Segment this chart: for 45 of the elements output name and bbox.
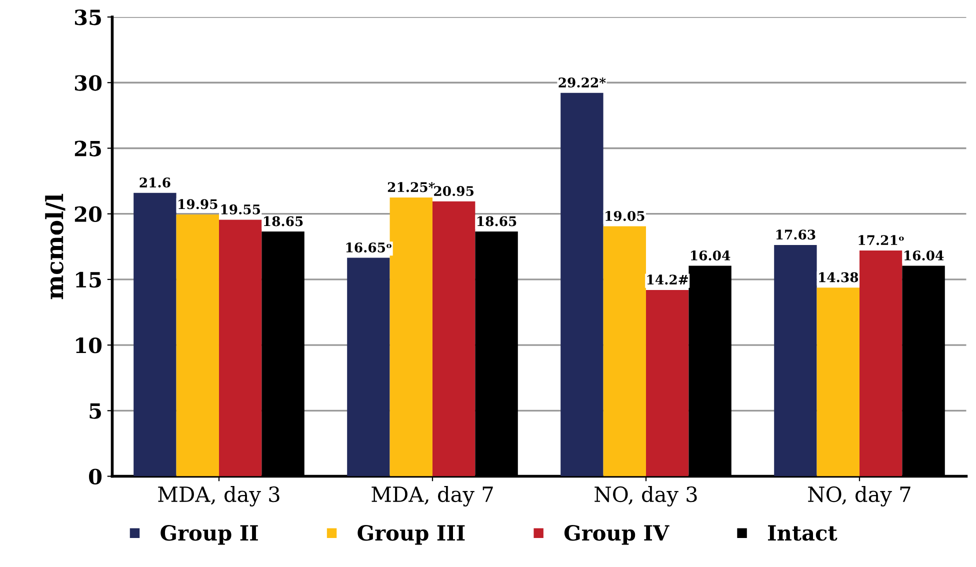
data-label: 17.63: [776, 230, 816, 240]
bar: [176, 214, 219, 476]
y-axis-title: mcmol/l: [45, 194, 66, 300]
y-tick-label: 10: [76, 338, 102, 354]
bar: [218, 220, 262, 476]
legend-label: Intact: [768, 525, 838, 541]
x-tick-label: NO, day 7: [808, 486, 910, 506]
data-label: 21.25*: [388, 182, 435, 192]
bar: [390, 197, 432, 476]
legend-label: Group IV: [564, 524, 670, 545]
data-label: 16.65ᵒ: [346, 242, 392, 252]
legend-label: Group III: [358, 524, 465, 545]
data-label: 14.38: [819, 272, 858, 282]
data-label: 19.95: [178, 199, 218, 210]
data-label: 16.04: [904, 250, 944, 260]
data-label: 16.04: [690, 250, 730, 260]
x-tick-label: NO, day 3: [594, 486, 697, 506]
bar: [646, 290, 689, 476]
x-tick-label: MDA, day 3: [158, 486, 280, 506]
x-tick-label: MDA, day 7: [372, 486, 493, 506]
bar: [859, 250, 902, 476]
legend-label: Group II: [160, 524, 258, 545]
y-tick-label: 30: [74, 75, 102, 91]
y-tick-label: 35: [74, 9, 101, 26]
y-tick-label: 0: [89, 468, 102, 484]
data-label: 29.22*: [558, 78, 606, 88]
data-label: 21.6: [140, 178, 170, 188]
bar: [432, 201, 476, 476]
bar: [134, 192, 176, 476]
data-label: 19.55: [221, 204, 260, 214]
data-label: 18.65: [264, 216, 303, 226]
y-tick-label: 20: [74, 206, 102, 222]
bar: [347, 258, 390, 476]
data-label: 20.95: [434, 186, 474, 196]
bar: [603, 226, 646, 476]
y-tick-label: 25: [74, 140, 101, 156]
data-label: 17.21ᵒ: [858, 235, 904, 246]
data-label: 14.2#: [647, 274, 688, 285]
y-tick-label: 5: [90, 403, 101, 419]
data-label: 19.05: [606, 210, 644, 221]
y-tick-label: 15: [76, 272, 101, 288]
bar: [816, 288, 860, 476]
bar: [774, 244, 817, 476]
data-label: 18.65: [477, 216, 516, 226]
bar: [560, 92, 604, 476]
